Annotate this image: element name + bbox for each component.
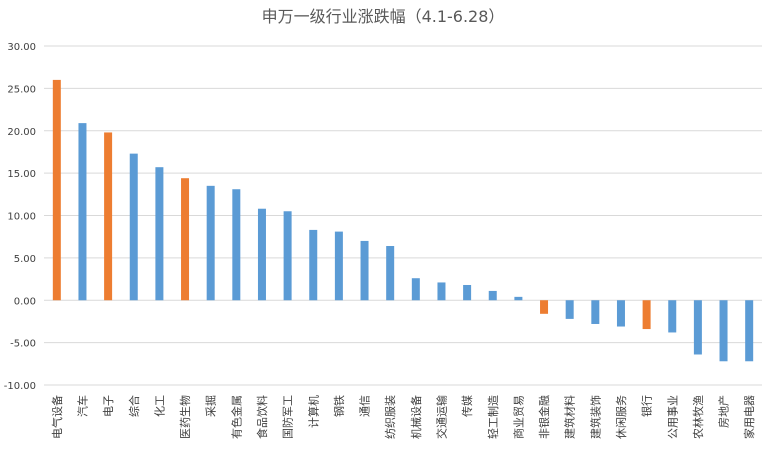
bar xyxy=(540,300,549,314)
y-tick-label: 15.00 xyxy=(7,169,36,180)
bar xyxy=(52,79,61,301)
y-tick-label: 25.00 xyxy=(7,84,36,95)
bar xyxy=(104,132,113,301)
bar xyxy=(411,278,420,301)
bar xyxy=(565,300,574,319)
gridlines xyxy=(44,45,762,386)
category-label: 休闲服务 xyxy=(614,395,628,439)
y-tick-label: -5.00 xyxy=(10,339,36,350)
category-label: 医药生物 xyxy=(178,395,192,439)
category-label: 采掘 xyxy=(204,395,218,417)
category-label: 汽车 xyxy=(75,395,89,417)
bar xyxy=(693,300,702,355)
category-label: 电气设备 xyxy=(50,395,64,439)
bar xyxy=(386,246,395,301)
x-axis-categories: 电气设备 汽车 电子 综合 化工 医药生物 采掘 有色金属 食品饮料 国防军工 计算机 钢铁 通信 纺织服… xyxy=(50,395,756,439)
bar xyxy=(232,189,241,301)
category-label: 传媒 xyxy=(461,395,474,417)
category-label: 轻工制造 xyxy=(486,395,500,439)
bar xyxy=(668,300,677,333)
bar xyxy=(206,185,215,301)
category-label: 非银金融 xyxy=(537,395,551,439)
category-label: 建筑装饰 xyxy=(588,395,602,439)
bar xyxy=(514,296,523,301)
y-tick-label: 10.00 xyxy=(7,212,36,223)
bar xyxy=(463,284,472,301)
y-tick-label: -10.00 xyxy=(4,381,36,392)
bar xyxy=(129,153,138,301)
bar xyxy=(616,300,625,327)
bar xyxy=(283,211,292,301)
category-label: 电子 xyxy=(102,395,115,417)
bar xyxy=(78,123,87,301)
y-axis-ticks: 30.00 25.00 20.00 15.00 10.00 5.00 0.00 -5.00 -1… xyxy=(4,42,36,392)
bar xyxy=(155,167,164,301)
category-label: 有色金属 xyxy=(229,395,243,439)
bar xyxy=(591,300,600,324)
bar xyxy=(488,290,497,301)
y-tick-label: 30.00 xyxy=(7,42,36,53)
category-label: 食品饮料 xyxy=(255,395,269,439)
category-label: 银行 xyxy=(640,395,654,417)
category-label: 家用电器 xyxy=(742,395,756,439)
category-label: 商业贸易 xyxy=(511,395,525,439)
category-label: 建筑材料 xyxy=(563,395,577,439)
category-label: 纺织服装 xyxy=(383,395,397,439)
bar xyxy=(360,240,369,301)
bar xyxy=(642,300,651,330)
category-label: 公用事业 xyxy=(666,395,679,439)
chart-title: 申万一级行业涨跌幅（4.1-6.28） xyxy=(262,7,505,26)
category-label: 机械设备 xyxy=(409,395,423,439)
category-label: 农林牧渔 xyxy=(691,395,705,439)
category-label: 综合 xyxy=(127,395,141,417)
category-label: 计算机 xyxy=(306,395,320,428)
category-label: 化工 xyxy=(152,395,166,417)
y-tick-label: 0.00 xyxy=(14,296,36,307)
bar xyxy=(181,178,190,301)
bar xyxy=(719,300,728,362)
bar xyxy=(437,282,446,301)
y-tick-label: 20.00 xyxy=(7,127,36,138)
bars xyxy=(52,79,754,362)
bar xyxy=(745,300,754,362)
bar xyxy=(257,208,266,301)
category-label: 通信 xyxy=(359,395,372,417)
category-label: 房地产 xyxy=(717,395,731,428)
bar xyxy=(309,229,318,301)
bar xyxy=(334,231,343,301)
category-label: 钢铁 xyxy=(333,395,346,417)
y-tick-label: 5.00 xyxy=(14,254,36,265)
category-label: 交通运输 xyxy=(434,395,448,439)
category-label: 国防军工 xyxy=(281,395,295,439)
